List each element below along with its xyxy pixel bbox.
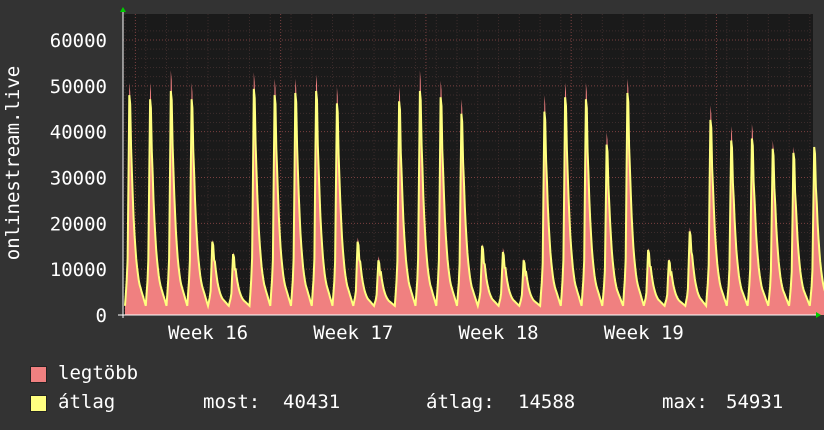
y-axis-arrow-icon xyxy=(120,7,126,12)
y-tick-label: 40000 xyxy=(50,122,107,144)
stat-current-value: 40431 xyxy=(283,391,341,413)
legend-label-avg: átlag xyxy=(58,391,116,413)
y-axis-ticks: 0 10000 20000 30000 40000 50000 60000 xyxy=(50,30,107,327)
grid xyxy=(123,14,812,316)
x-tick-label: Week 18 xyxy=(459,322,539,344)
y-tick-label: 50000 xyxy=(50,76,107,98)
stat-average-value: 14588 xyxy=(518,391,576,413)
x-axis-arrow-icon xyxy=(816,312,821,318)
x-tick-label: Week 17 xyxy=(313,322,393,344)
y-tick-label: 10000 xyxy=(50,259,107,281)
x-tick-label: Week 16 xyxy=(168,322,248,344)
x-tick-label: Week 19 xyxy=(604,322,684,344)
y-tick-label: 0 xyxy=(96,305,107,327)
axes xyxy=(118,7,821,318)
y-tick-label: 20000 xyxy=(50,213,107,235)
legend-label-max: legtöbb xyxy=(58,362,139,384)
x-axis-ticks: Week 16 Week 17 Week 18 Week 19 xyxy=(168,322,684,344)
stat-current-label: most: xyxy=(203,391,261,413)
series-avg-line xyxy=(124,88,824,310)
y-axis-label: onlinestream.live xyxy=(2,66,24,260)
y-tick-label: 30000 xyxy=(50,168,107,190)
stat-average-label: átlag: xyxy=(426,391,495,413)
series-max-area xyxy=(125,70,824,315)
legend-swatch-avg xyxy=(30,395,47,412)
legend-swatch-max xyxy=(30,366,47,383)
y-tick-label: 60000 xyxy=(50,30,107,52)
stat-max-value: 54931 xyxy=(726,391,784,413)
stat-max-label: max: xyxy=(662,391,708,413)
